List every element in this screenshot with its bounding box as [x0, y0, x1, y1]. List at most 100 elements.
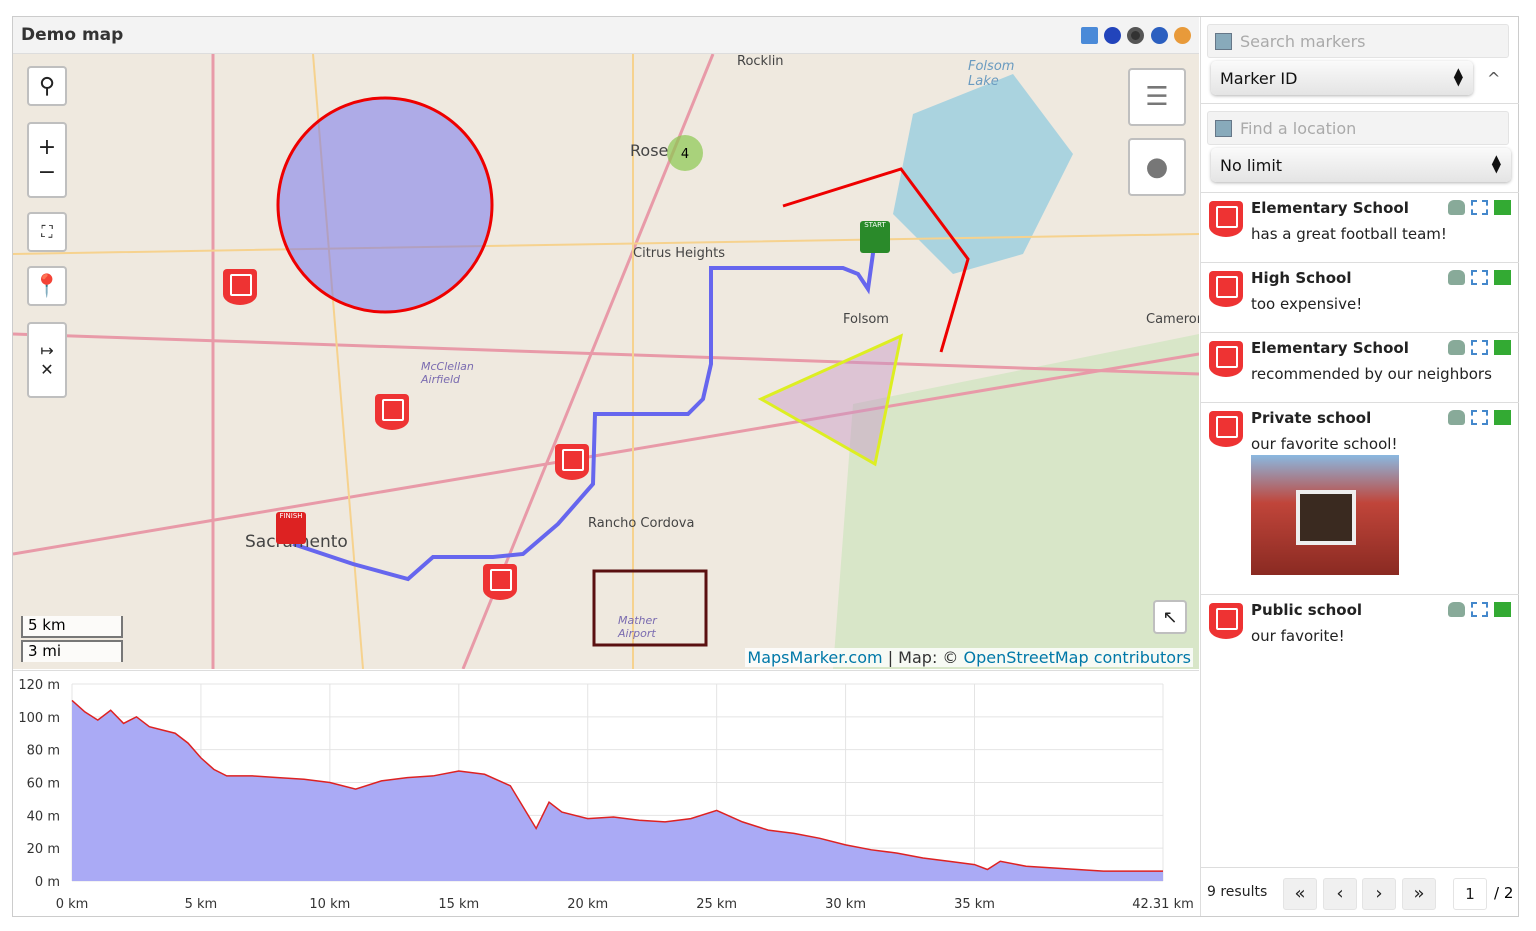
last-page-button[interactable]: » — [1402, 878, 1436, 910]
marker-list-sidebar: Search markers Marker ID ▲ ▼ ^ Find a loca… — [1200, 17, 1519, 916]
elevation-svg: 0 m 20 m 40 m 60 m 80 m 100 m 120 m 0 km 5 km 10 … — [18, 678, 1194, 912]
marker-title[interactable]: High School — [1251, 269, 1352, 287]
school-marker[interactable] — [223, 269, 257, 305]
school-marker[interactable] — [555, 444, 589, 480]
map-widget — [12, 16, 1519, 917]
cluster-count: 4 — [681, 147, 689, 162]
circle-overlay[interactable] — [276, 96, 494, 314]
fullscreen-icon[interactable] — [1471, 200, 1488, 215]
location-placeholder: Find a location — [1240, 119, 1357, 138]
triangle-overlay[interactable] — [757, 333, 904, 467]
geocode-icon — [1215, 120, 1232, 137]
start-marker[interactable]: START — [860, 221, 890, 253]
next-page-button[interactable]: › — [1362, 878, 1396, 910]
first-page-button[interactable]: « — [1283, 878, 1317, 910]
fullscreen-icon[interactable] — [1471, 270, 1488, 285]
marker-list-item[interactable]: Public school our favorite! — [1201, 594, 1519, 664]
gpx-icon[interactable] — [1104, 27, 1121, 44]
place-label: Citrus Heights — [633, 246, 726, 261]
sort-select[interactable]: Marker ID ▲ ▼ — [1211, 61, 1473, 95]
map-overlays: 4 — [13, 54, 1199, 669]
share-icon[interactable] — [1494, 270, 1511, 285]
share-icon[interactable] — [1494, 410, 1511, 425]
georss-icon[interactable] — [1174, 27, 1191, 44]
marker-list-item[interactable]: High School too expensive! — [1201, 262, 1519, 332]
close-icon[interactable]: ✕ — [40, 360, 54, 379]
marker-list-item[interactable]: Elementary School has a great football t… — [1201, 192, 1519, 262]
marker-title[interactable]: Elementary School — [1251, 199, 1409, 217]
minimap-control: ↦ ✕ — [27, 322, 67, 398]
zoom-control: + − — [27, 122, 67, 198]
sort-value: Marker ID — [1220, 69, 1298, 88]
expand-arrow-icon[interactable]: ↦ — [40, 341, 54, 360]
results-count: 9 results — [1207, 884, 1268, 900]
y-tick-label: 60 m — [27, 777, 60, 792]
x-tick-label: 10 km — [309, 897, 350, 912]
search-markers-input[interactable]: Search markers — [1207, 24, 1509, 58]
school-marker-icon — [1209, 603, 1243, 639]
kml-icon[interactable] — [1127, 27, 1144, 44]
map-header: Demo map — [13, 17, 1199, 54]
place-label: Rose — [630, 141, 669, 160]
fullscreen-icon[interactable] — [1471, 602, 1488, 617]
place-label: Cameron — [1146, 312, 1199, 327]
prev-page-button[interactable]: ‹ — [1323, 878, 1357, 910]
directions-car-icon[interactable] — [1448, 200, 1465, 215]
x-tick-label: 5 km — [185, 897, 218, 912]
sort-direction-icon[interactable]: ^ — [1487, 69, 1501, 88]
marker-description: recommended by our neighbors — [1251, 365, 1492, 383]
directions-car-icon[interactable] — [1448, 270, 1465, 285]
overlays-button[interactable]: ● — [1128, 138, 1186, 196]
x-tick-label: 30 km — [825, 897, 866, 912]
school-marker-icon — [1209, 341, 1243, 377]
zoom-out-button[interactable]: − — [37, 160, 57, 185]
search-control[interactable]: ⚲ — [27, 66, 67, 106]
share-icon[interactable] — [1494, 340, 1511, 355]
y-tick-label: 120 m — [18, 678, 60, 693]
place-label: McClellan Airfield — [421, 360, 474, 386]
layers-button[interactable]: ☰ — [1128, 68, 1186, 126]
elevation-line — [71, 699, 1163, 872]
fullscreen-icon[interactable] — [1471, 340, 1488, 355]
zoom-in-button[interactable]: + — [37, 135, 57, 160]
directions-car-icon[interactable] — [1448, 340, 1465, 355]
school-marker-icon — [1209, 271, 1243, 307]
page-total: / 2 — [1494, 884, 1514, 902]
radius-select[interactable]: No limit ▲ ▼ — [1211, 148, 1511, 182]
map-canvas[interactable]: 4 Rocklin Rose Citrus Heights Folsom Fol… — [13, 54, 1199, 669]
fullscreen-button[interactable]: ⛶ — [27, 212, 67, 252]
polyline-overlay[interactable] — [782, 167, 970, 353]
select-arrows-icon: ▲ ▼ — [1491, 152, 1501, 175]
page-input[interactable]: 1 — [1453, 878, 1487, 910]
fullscreen-icon[interactable] — [1081, 27, 1098, 44]
finish-marker[interactable]: FINISH — [276, 512, 306, 544]
directions-car-icon[interactable] — [1448, 602, 1465, 617]
hospital-marker[interactable] — [375, 394, 409, 430]
collapse-elevation-button[interactable]: ↖ — [1153, 600, 1187, 634]
google-earth-icon[interactable] — [1151, 27, 1168, 44]
place-label: Mather Airport — [618, 614, 657, 640]
marker-list-item[interactable]: Elementary School recommended by our nei… — [1201, 332, 1519, 402]
share-icon[interactable] — [1494, 602, 1511, 617]
mapsmarker-link[interactable]: MapsMarker.com — [747, 648, 883, 667]
radius-value: No limit — [1220, 156, 1283, 175]
locate-icon[interactable]: 📍 — [27, 266, 67, 306]
x-tick-label: 42.31 km — [1132, 897, 1194, 912]
gpx-route[interactable] — [292, 238, 877, 582]
find-location-input[interactable]: Find a location — [1207, 111, 1509, 145]
directions-car-icon[interactable] — [1448, 410, 1465, 425]
marker-cluster[interactable] — [667, 135, 703, 171]
marker-title[interactable]: Elementary School — [1251, 339, 1409, 357]
marker-list-item[interactable]: Private school our favorite school! — [1201, 402, 1519, 594]
park-area — [833, 334, 1199, 669]
osm-link[interactable]: OpenStreetMap contributors — [963, 648, 1192, 667]
school-photo — [1251, 455, 1399, 575]
marker-title[interactable]: Private school — [1251, 409, 1372, 427]
attribution: MapsMarker.com | Map: © OpenStreetMap co… — [745, 648, 1193, 667]
marker-title[interactable]: Public school — [1251, 601, 1363, 619]
marker-description: our favorite! — [1251, 627, 1345, 645]
fullscreen-icon[interactable] — [1471, 410, 1488, 425]
hospital-marker[interactable] — [483, 564, 517, 600]
rectangle-overlay[interactable] — [592, 569, 708, 647]
share-icon[interactable] — [1494, 200, 1511, 215]
